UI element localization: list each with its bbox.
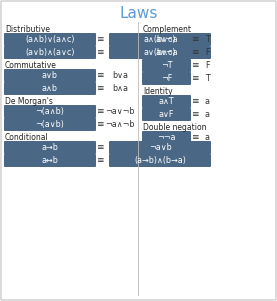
Text: ≡: ≡ xyxy=(96,71,104,80)
Text: ≡: ≡ xyxy=(191,61,199,70)
Text: (a→b)∧(b→a): (a→b)∧(b→a) xyxy=(134,156,186,165)
Text: b∧a: b∧a xyxy=(112,84,128,93)
Text: Laws: Laws xyxy=(119,5,158,20)
Text: b∨a: b∨a xyxy=(112,71,128,80)
Text: ≡: ≡ xyxy=(191,35,199,44)
Text: ≡: ≡ xyxy=(96,107,104,116)
FancyBboxPatch shape xyxy=(4,82,96,95)
Text: a: a xyxy=(204,110,209,119)
Text: a∧¬a: a∧¬a xyxy=(155,48,178,57)
Text: a∧T: a∧T xyxy=(159,97,174,106)
FancyBboxPatch shape xyxy=(4,46,96,59)
FancyBboxPatch shape xyxy=(4,154,96,167)
Text: T: T xyxy=(205,74,209,83)
FancyBboxPatch shape xyxy=(142,33,191,46)
FancyBboxPatch shape xyxy=(142,108,191,121)
Text: ¬(a∨b): ¬(a∨b) xyxy=(35,120,65,129)
Text: a∨¬a: a∨¬a xyxy=(155,35,178,44)
Text: a∧b: a∧b xyxy=(42,84,58,93)
Text: (a∨b)∧(a∨c): (a∨b)∧(a∨c) xyxy=(25,48,75,57)
FancyBboxPatch shape xyxy=(4,33,96,46)
Text: ¬F: ¬F xyxy=(161,74,172,83)
Text: Conditional: Conditional xyxy=(5,132,49,141)
Text: T: T xyxy=(205,35,209,44)
Text: Complement: Complement xyxy=(143,24,192,33)
Text: a↔b: a↔b xyxy=(42,156,58,165)
FancyBboxPatch shape xyxy=(142,95,191,108)
Text: Distributive: Distributive xyxy=(5,24,50,33)
Text: ≡: ≡ xyxy=(96,156,104,165)
Text: a→b: a→b xyxy=(42,143,58,152)
Text: F: F xyxy=(205,48,209,57)
Text: a: a xyxy=(204,133,209,142)
FancyBboxPatch shape xyxy=(4,69,96,82)
FancyBboxPatch shape xyxy=(109,33,211,46)
Text: a∨(b∧c): a∨(b∧c) xyxy=(144,48,176,57)
Text: (a∧b)∨(a∧c): (a∧b)∨(a∧c) xyxy=(25,35,75,44)
Text: ¬¬a: ¬¬a xyxy=(157,133,176,142)
Text: ≡: ≡ xyxy=(191,74,199,83)
FancyBboxPatch shape xyxy=(142,72,191,85)
FancyBboxPatch shape xyxy=(109,154,211,167)
Text: ≡: ≡ xyxy=(191,133,199,142)
Text: Double negation: Double negation xyxy=(143,123,206,132)
Text: a∧(b∨c): a∧(b∨c) xyxy=(144,35,176,44)
FancyBboxPatch shape xyxy=(4,105,96,118)
FancyBboxPatch shape xyxy=(4,141,96,154)
Text: ≡: ≡ xyxy=(191,97,199,106)
FancyBboxPatch shape xyxy=(109,46,211,59)
Text: ¬(a∧b): ¬(a∧b) xyxy=(35,107,65,116)
Text: a: a xyxy=(204,97,209,106)
Text: ¬a∨b: ¬a∨b xyxy=(149,143,171,152)
FancyBboxPatch shape xyxy=(142,59,191,72)
Text: ¬T: ¬T xyxy=(161,61,172,70)
FancyBboxPatch shape xyxy=(4,118,96,131)
Text: F: F xyxy=(205,61,209,70)
Text: ≡: ≡ xyxy=(96,84,104,93)
Text: ≡: ≡ xyxy=(96,48,104,57)
Text: a∨F: a∨F xyxy=(159,110,174,119)
Text: De Morgan's: De Morgan's xyxy=(5,97,53,105)
FancyBboxPatch shape xyxy=(109,141,211,154)
Text: ≡: ≡ xyxy=(191,110,199,119)
Text: Commutative: Commutative xyxy=(5,61,57,70)
FancyBboxPatch shape xyxy=(142,131,191,144)
Text: ¬a∧¬b: ¬a∧¬b xyxy=(105,120,135,129)
Text: Identity: Identity xyxy=(143,86,173,95)
Text: ¬a∨¬b: ¬a∨¬b xyxy=(105,107,135,116)
Text: a∨b: a∨b xyxy=(42,71,58,80)
Text: ≡: ≡ xyxy=(96,35,104,44)
Text: ≡: ≡ xyxy=(191,48,199,57)
Text: ≡: ≡ xyxy=(96,120,104,129)
Text: ≡: ≡ xyxy=(96,143,104,152)
FancyBboxPatch shape xyxy=(142,46,191,59)
